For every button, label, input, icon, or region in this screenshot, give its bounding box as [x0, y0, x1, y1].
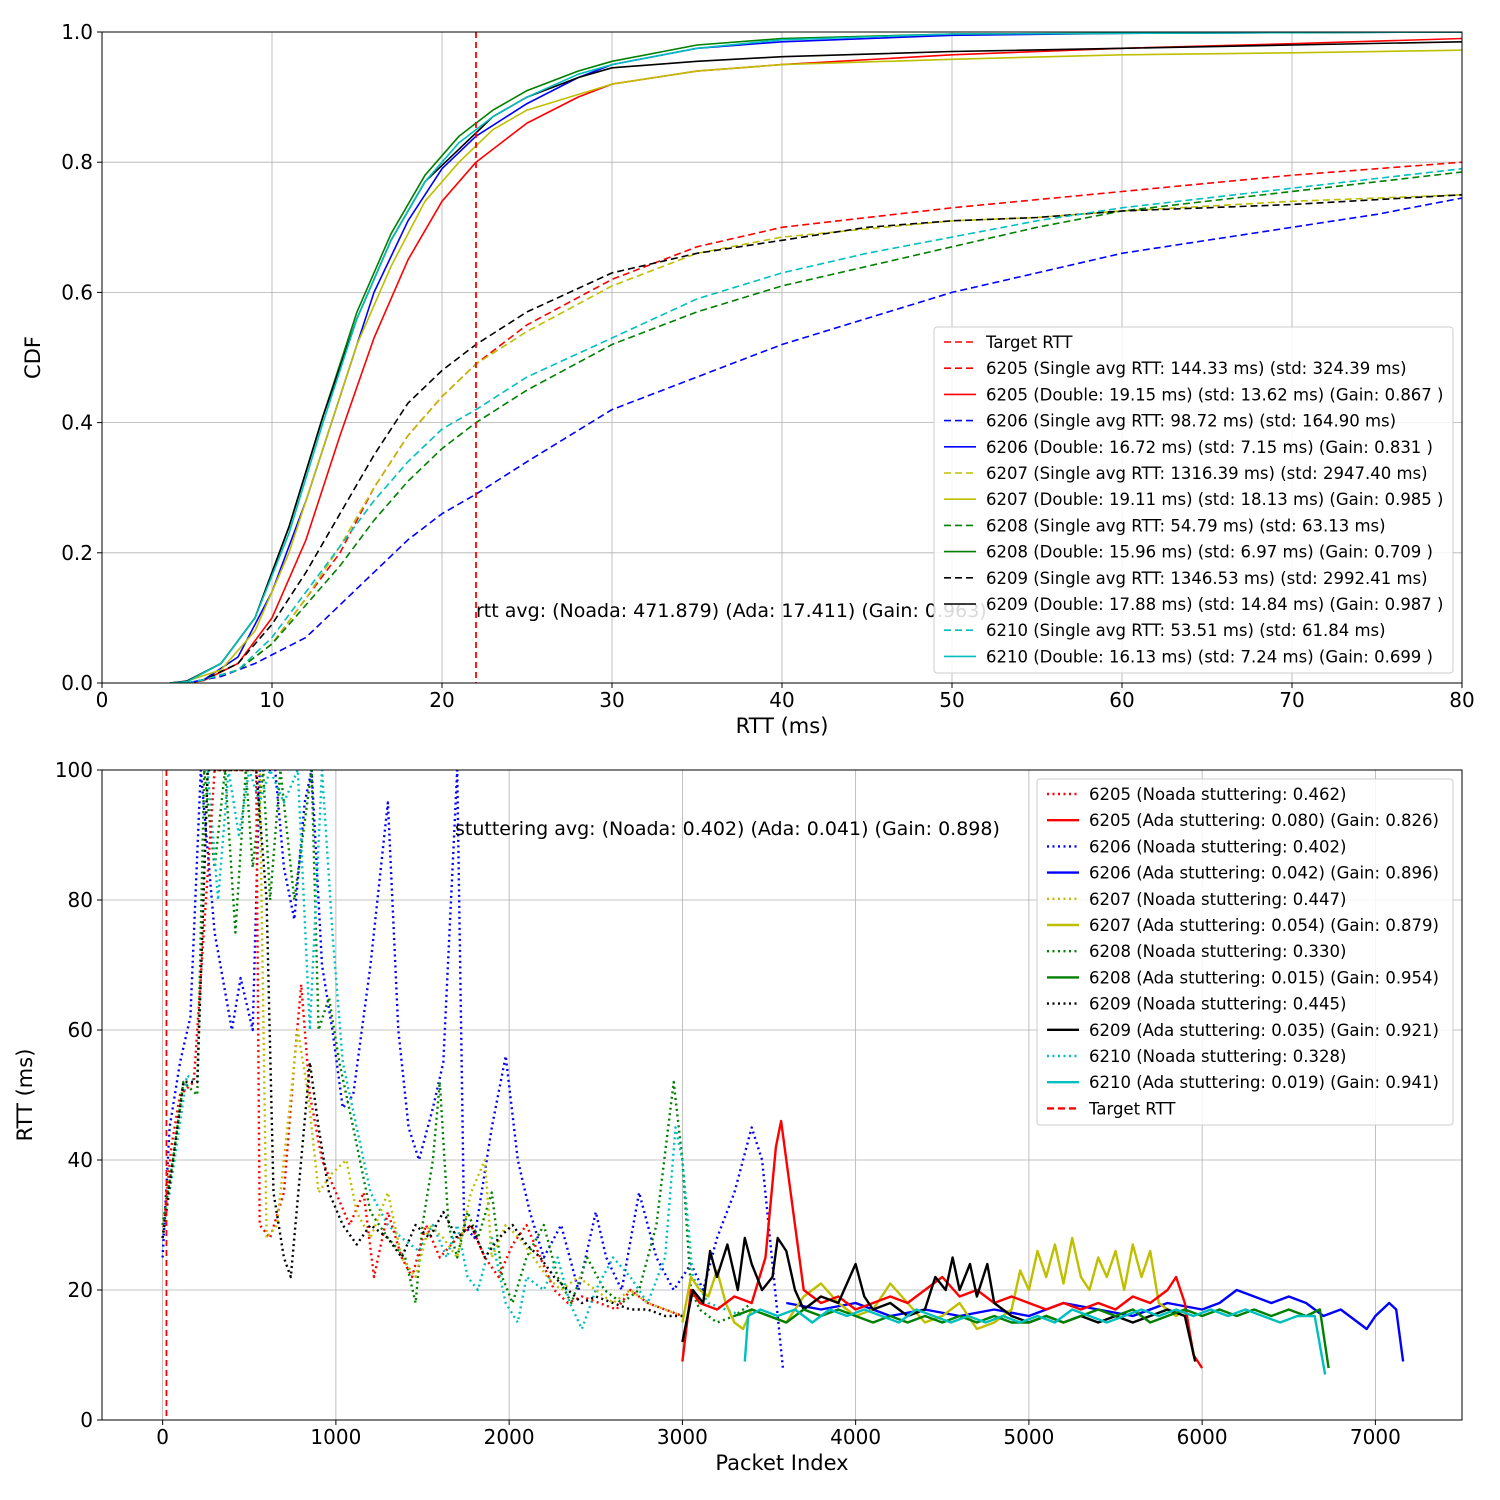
x-tick-label: 70 [1279, 688, 1304, 712]
legend-label: 6205 (Ada stuttering: 0.080) (Gain: 0.82… [1089, 811, 1439, 830]
legend-label: 6207 (Ada stuttering: 0.054) (Gain: 0.87… [1089, 916, 1439, 935]
legend-label: 6205 (Double: 19.15 ms) (std: 13.62 ms) … [986, 385, 1444, 404]
cdf-annotation: rtt avg: (Noada: 471.879) (Ada: 17.411) … [476, 600, 987, 622]
series-line-6205-noada [161, 770, 683, 1318]
series-line-6205-ada [681, 1119, 1204, 1369]
legend-label: 6207 (Single avg RTT: 1316.39 ms) (std: … [986, 464, 1428, 483]
series-line-6209-single [186, 194, 1462, 683]
cdf-ticks: 0 10 20 30 40 50 60 70 80 0.0 0.2 0.4 0.6 0.8 1.0 [61, 20, 1475, 712]
legend-label: 6205 (Noada stuttering: 0.462) [1089, 785, 1346, 804]
plot-frame [101, 769, 1463, 1421]
y-tick-label: 60 [68, 1018, 93, 1042]
rtt-ticks: 0 1000 2000 3000 4000 5000 6000 7000 0 20 40 60 80 10… [55, 758, 1463, 1449]
legend-label: 6210 (Noada stuttering: 0.328) [1089, 1047, 1346, 1066]
y-tick-label: 0.8 [61, 150, 93, 174]
plot-frame [101, 31, 1463, 684]
legend-label: 6208 (Single avg RTT: 54.79 ms) (std: 63… [986, 516, 1386, 535]
legend-label: 6206 (Noada stuttering: 0.402) [1089, 837, 1346, 856]
x-tick-label: 1000 [310, 1425, 361, 1449]
x-tick-label: 10 [259, 688, 284, 712]
legend-label: 6205 (Single avg RTT: 144.33 ms) (std: 3… [986, 359, 1407, 378]
legend-label: 6210 (Ada stuttering: 0.019) (Gain: 0.94… [1089, 1073, 1439, 1092]
series-line-6207-double [169, 49, 1462, 683]
y-tick-label: 40 [68, 1148, 93, 1172]
series-line-6206-noada [161, 770, 785, 1369]
x-tick-label: 0 [96, 688, 109, 712]
legend-label: 6208 (Noada stuttering: 0.330) [1089, 942, 1346, 961]
series-line-6208-single [186, 171, 1462, 683]
y-tick-label: 20 [68, 1278, 93, 1302]
legend-label: 6206 (Double: 16.72 ms) (std: 7.15 ms) (… [986, 438, 1433, 457]
x-tick-label: 3000 [657, 1425, 708, 1449]
legend-label: 6207 (Noada stuttering: 0.447) [1089, 890, 1346, 909]
legend-box [933, 326, 1454, 674]
cdf-y-axis-label: CDF [21, 336, 45, 379]
x-tick-label: 6000 [1177, 1425, 1228, 1449]
x-tick-label: 2000 [484, 1425, 535, 1449]
rtt-series-group [161, 770, 1405, 1420]
legend-label: Target RTT [985, 333, 1073, 352]
y-tick-label: 80 [68, 888, 93, 912]
rtt-timeseries-chart: 0 1000 2000 3000 4000 5000 6000 7000 0 20 40 60 80 10… [13, 758, 1463, 1475]
series-line-6210-ada [743, 1308, 1327, 1375]
x-tick-label: 20 [429, 688, 454, 712]
x-tick-label: 50 [939, 688, 964, 712]
legend-label: 6208 (Ada stuttering: 0.015) (Gain: 0.95… [1089, 968, 1439, 987]
y-tick-label: 0.2 [61, 541, 93, 565]
series-line-6209-ada [681, 1236, 1197, 1362]
series-line-6207-ada [681, 1236, 1197, 1362]
legend-label: 6206 (Single avg RTT: 98.72 ms) (std: 16… [986, 412, 1396, 431]
series-line-6206-double [186, 32, 1462, 683]
series-line-6210-single [186, 167, 1462, 683]
cdf-x-axis-label: RTT (ms) [736, 714, 829, 738]
y-tick-label: 100 [55, 758, 93, 782]
y-tick-label: 1.0 [61, 20, 93, 44]
cdf-series-group [169, 32, 1462, 683]
x-tick-label: 30 [599, 688, 624, 712]
legend-label: 6209 (Double: 17.88 ms) (std: 14.84 ms) … [986, 595, 1444, 614]
x-tick-label: 60 [1109, 688, 1134, 712]
rtt-legend: 6205 (Noada stuttering: 0.462) 6205 (Ada … [1036, 778, 1454, 1126]
x-tick-label: 80 [1449, 688, 1474, 712]
series-line-6210-double [169, 32, 1462, 683]
x-tick-label: 0 [156, 1425, 169, 1449]
y-tick-label: 0.4 [61, 411, 93, 435]
series-line-6206-ada [786, 1288, 1405, 1362]
y-tick-label: 0.6 [61, 280, 93, 304]
x-tick-label: 7000 [1350, 1425, 1401, 1449]
cdf-legend: Target RTT 6205 (Single avg RTT: 144.33 m… [933, 326, 1454, 674]
legend-label: 6207 (Double: 19.11 ms) (std: 18.13 ms) … [986, 490, 1444, 509]
y-tick-label: 0.0 [61, 671, 93, 695]
series-line-6206-single [186, 197, 1462, 683]
series-line-6210-noada [161, 770, 744, 1331]
plot-area [161, 770, 1405, 1420]
legend-label: 6210 (Double: 16.13 ms) (std: 7.24 ms) (… [986, 647, 1433, 666]
rtt-annotation: stuttering avg: (Noada: 0.402) (Ada: 0.0… [455, 818, 1000, 840]
plot-area [169, 32, 1462, 683]
legend-label: 6210 (Single avg RTT: 53.51 ms) (std: 61… [986, 621, 1386, 640]
legend-label: 6209 (Ada stuttering: 0.035) (Gain: 0.92… [1089, 1021, 1439, 1040]
rtt-x-axis-label: Packet Index [715, 1451, 848, 1475]
x-tick-label: 5000 [1003, 1425, 1054, 1449]
legend-box [1036, 778, 1454, 1126]
legend-label: 6209 (Single avg RTT: 1346.53 ms) (std: … [986, 569, 1428, 588]
cdf-chart: 0 10 20 30 40 50 60 70 80 0.0 0.2 0.4 0.6 0.8 1.0 rtt … [21, 20, 1475, 738]
legend-label: 6209 (Noada stuttering: 0.445) [1089, 995, 1346, 1014]
legend-label: 6206 (Ada stuttering: 0.042) (Gain: 0.89… [1089, 864, 1439, 883]
x-tick-label: 4000 [830, 1425, 881, 1449]
x-tick-label: 40 [769, 688, 794, 712]
legend-label: 6208 (Double: 15.96 ms) (std: 6.97 ms) (… [986, 543, 1433, 562]
rtt-y-axis-label: RTT (ms) [13, 1049, 37, 1142]
y-tick-label: 0 [80, 1408, 93, 1432]
legend-label: Target RTT [1088, 1099, 1176, 1118]
series-line-6208-noada [161, 770, 753, 1324]
